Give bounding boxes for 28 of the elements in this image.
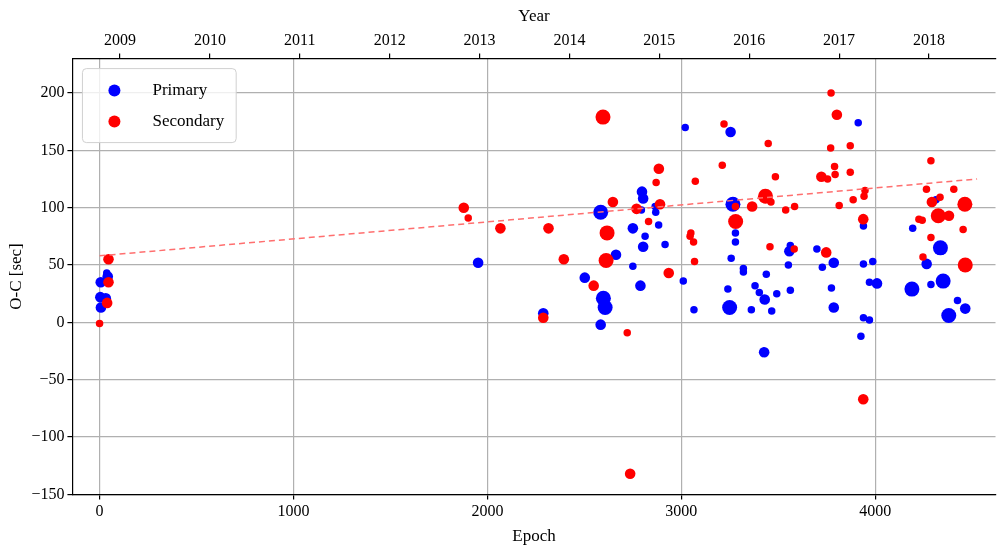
x2-tick-label: 2015	[643, 31, 676, 49]
x-tick-label: 3000	[665, 502, 698, 520]
x2-tick-label: 2014	[553, 31, 586, 49]
x2-tick-label: 2010	[193, 31, 226, 49]
legend-label: Secondary	[152, 111, 225, 131]
x2-axis-title: Year	[518, 5, 550, 25]
x2-tick-label: 2013	[463, 31, 496, 49]
y-tick-label: −100	[31, 427, 65, 445]
y-tick-label: −50	[39, 369, 65, 387]
x2-tick-label: 2012	[373, 31, 406, 49]
y-tick-label: 150	[40, 140, 65, 158]
x-axis-title: Epoch	[512, 526, 557, 546]
x-tick-label: 2000	[471, 502, 504, 520]
x-tick-label: 0	[95, 502, 104, 520]
x2-tick-label: 2017	[823, 31, 856, 49]
x-tick-label: 1000	[277, 502, 310, 520]
y-tick-label: −150	[31, 484, 65, 502]
y-tick-label: 50	[48, 255, 65, 273]
y-axis-title: O-C [sec]	[5, 243, 25, 310]
y-tick-label: 200	[40, 83, 65, 101]
x2-tick-label: 2016	[733, 31, 766, 49]
legend-label: Primary	[152, 80, 208, 100]
x2-tick-label: 2009	[104, 31, 137, 49]
x2-tick-label: 2018	[912, 31, 945, 49]
x2-tick-label: 2011	[284, 31, 316, 49]
y-tick-label: 0	[56, 312, 65, 330]
y-tick-label: 100	[40, 197, 65, 215]
x-tick-label: 4000	[859, 502, 892, 520]
